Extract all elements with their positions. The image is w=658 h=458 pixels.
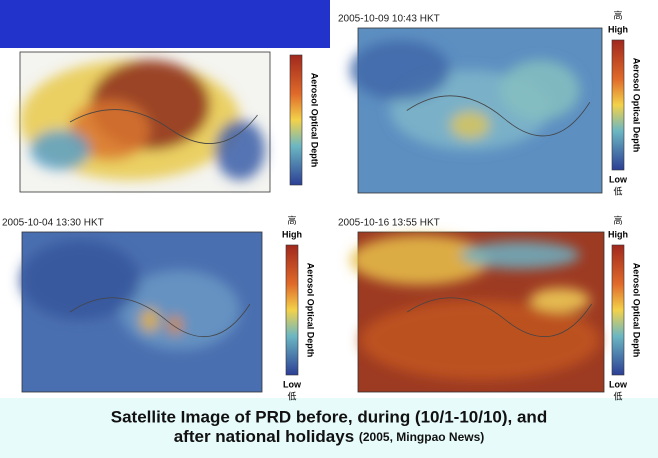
aod-patch xyxy=(350,40,450,100)
legend-high-cn: 高 xyxy=(613,214,622,225)
legend-low-cn: 低 xyxy=(613,390,622,401)
map-field xyxy=(20,240,240,350)
aod-patch xyxy=(140,308,160,332)
legend-high: High xyxy=(282,229,302,239)
color-bar xyxy=(611,244,625,376)
coastline xyxy=(406,95,591,137)
legend-low-cn: 低 xyxy=(287,390,296,401)
legend-label: Aerosol Optical Depth xyxy=(306,263,316,358)
legend-label: Aerosol Optical Depth xyxy=(632,58,642,153)
aod-patch xyxy=(30,130,90,170)
coastline xyxy=(406,297,593,337)
color-bar xyxy=(285,244,299,376)
caption-line: Satellite Image of PRD before, during (1… xyxy=(111,407,547,426)
color-bar xyxy=(289,54,303,186)
aod-patch xyxy=(215,120,265,180)
aod-patch xyxy=(360,300,600,380)
aod-patch xyxy=(460,241,580,269)
legend-high-cn: 高 xyxy=(613,9,622,20)
legend-high: High xyxy=(608,24,628,34)
aod-patch xyxy=(70,100,150,160)
legend-low: Low xyxy=(609,379,628,389)
aod-patch xyxy=(350,235,490,285)
aod-patch xyxy=(530,288,590,312)
legend-label: Aerosol Optical Depth xyxy=(632,263,642,358)
timestamp: 2005-10-04 13:30 HKT xyxy=(2,218,104,229)
timestamp: 2005-10-09 10:43 HKT xyxy=(338,14,440,25)
legend-high: High xyxy=(608,229,628,239)
legend-low: Low xyxy=(609,174,628,184)
map-field xyxy=(350,235,600,380)
legend-label: Aerosol Optical Depth xyxy=(310,73,320,168)
caption-line: after national holidays (2005, Mingpao N… xyxy=(174,427,485,446)
caption-text: after national holidays xyxy=(174,427,354,446)
caption-source: (2005, Mingpao News) xyxy=(359,430,484,444)
aod-patch xyxy=(20,240,140,320)
legend-low: Low xyxy=(283,379,302,389)
aod-patch xyxy=(167,315,183,335)
coastline xyxy=(69,109,258,144)
aod-patch xyxy=(500,60,580,120)
legend-high-cn: 高 xyxy=(287,214,296,225)
caption-box xyxy=(0,398,658,458)
map-field xyxy=(350,40,580,150)
map-field xyxy=(20,60,265,180)
header-band xyxy=(0,0,330,48)
timestamp: 2005-10-16 13:55 HKT xyxy=(338,218,440,229)
color-bar xyxy=(611,39,625,171)
coastline xyxy=(69,297,251,337)
legend-low-cn: 低 xyxy=(613,185,622,196)
aod-patch xyxy=(450,111,490,139)
